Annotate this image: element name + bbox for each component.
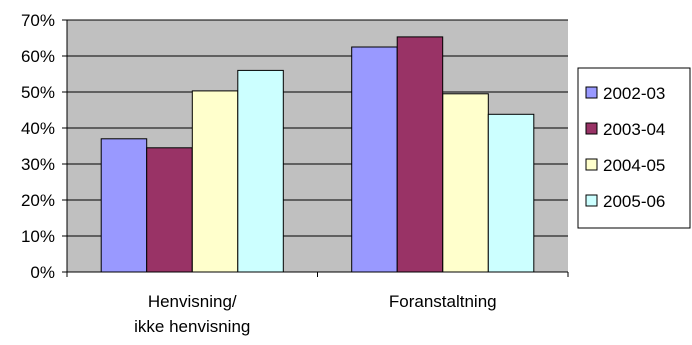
x-category-label: Henvisning/ikke henvisning [134, 292, 250, 336]
y-tick-label: 0% [30, 263, 55, 282]
bar-2005-06-cat-0 [237, 69, 284, 273]
bar-2002-03-cat-1 [351, 46, 398, 273]
legend-label: 2002-03 [603, 84, 665, 103]
bar-2004-05-cat-0 [191, 90, 239, 273]
y-tick-label: 20% [21, 191, 55, 210]
x-category-labels: Henvisning/ikke henvisning Foranstaltning [134, 292, 496, 336]
bar-2004-05-cat-1 [442, 93, 489, 273]
bar-2002-03-cat-0 [100, 138, 148, 273]
legend-swatch [585, 86, 598, 99]
y-tick-label: 70% [21, 11, 55, 30]
bar-2003-04-cat-1 [396, 36, 444, 273]
legend: 2002-03 2003-04 2004-05 2005-06 [577, 67, 691, 229]
bar-2005-06-cat-1 [487, 113, 535, 273]
x-category-label: Foranstaltning [389, 292, 497, 311]
legend-swatch [585, 122, 598, 135]
y-tick-label: 40% [21, 119, 55, 138]
y-tick-labels: 0% 10% 20% 30% 40% 50% 60% 70% [21, 11, 55, 282]
legend-swatch [585, 158, 598, 171]
bar-2003-04-cat-0 [146, 147, 193, 273]
y-tick-label: 30% [21, 155, 55, 174]
axis-ticks [62, 19, 569, 277]
legend-swatch [585, 194, 598, 207]
legend-label: 2005-06 [603, 192, 665, 211]
legend-label: 2003-04 [603, 120, 665, 139]
y-tick-label: 60% [21, 47, 55, 66]
y-tick-label: 10% [21, 227, 55, 246]
legend-label: 2004-05 [603, 156, 665, 175]
y-tick-label: 50% [21, 83, 55, 102]
